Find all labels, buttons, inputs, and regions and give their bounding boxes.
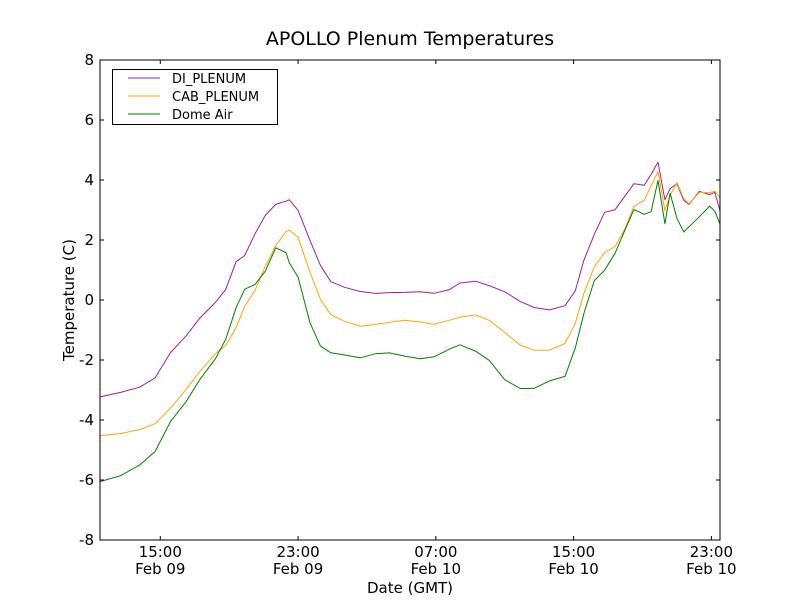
x-tick-label-date: Feb 09: [273, 560, 323, 578]
x-tick-label-date: Feb 10: [411, 560, 461, 578]
y-tick-label: 2: [84, 231, 94, 249]
series-line-dome-air: [99, 180, 721, 483]
x-tick-label-time: 07:00: [414, 543, 457, 561]
x-tick-label-time: 15:00: [139, 543, 182, 561]
plot-frame: [99, 59, 721, 541]
legend-label-cab-plenum: CAB_PLENUM: [172, 90, 259, 105]
y-tick-label: -6: [79, 471, 94, 489]
x-tick-label-time: 23:00: [690, 543, 733, 561]
series-line-di-plenum: [99, 161, 721, 398]
series-layer: [99, 161, 721, 483]
y-axis-label: Temperature (C): [60, 239, 78, 362]
x-tick-label-date: Feb 10: [548, 560, 598, 578]
legend: DI_PLENUM CAB_PLENUM Dome Air: [112, 69, 278, 125]
y-tick-label: 4: [84, 171, 94, 189]
x-tick-label-time: 23:00: [276, 543, 319, 561]
y-tick-label: 0: [84, 291, 94, 309]
x-tick-label-date: Feb 09: [135, 560, 185, 578]
y-tick-label: 8: [84, 51, 94, 69]
legend-label-di-plenum: DI_PLENUM: [172, 72, 246, 87]
legend-label-dome-air: Dome Air: [172, 108, 233, 123]
legend-box: [112, 69, 278, 125]
y-tick-label: -2: [79, 351, 94, 369]
chart-title: APOLLO Plenum Temperatures: [266, 28, 554, 50]
y-tick-label: -8: [79, 531, 94, 549]
x-axis-label: Date (GMT): [367, 579, 453, 597]
series-line-cab-plenum: [99, 171, 721, 437]
x-tick-label-time: 15:00: [552, 543, 595, 561]
x-tick-label-date: Feb 10: [686, 560, 736, 578]
y-tick-label: -4: [79, 411, 94, 429]
y-tick-label: 6: [84, 111, 94, 129]
